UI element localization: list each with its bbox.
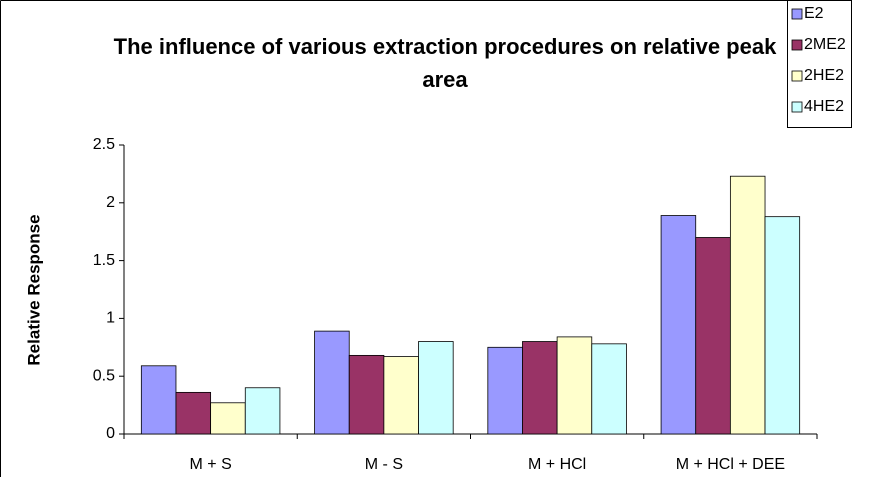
bar [695,237,731,435]
x-tick-label: M + HCl [528,456,586,473]
x-tick-label: M - S [365,456,403,473]
y-tick-label: 0.5 [93,367,115,384]
bar [487,346,523,435]
bar [522,341,558,435]
y-tick-label: 0 [106,425,115,442]
legend-swatch [791,70,803,82]
bar [591,343,627,435]
bar [729,175,766,435]
bar [175,391,212,435]
y-tick-label: 2 [106,194,115,211]
bar [140,365,177,435]
bar [556,336,593,435]
y-tick-label: 1.5 [93,252,115,269]
bar [418,341,454,435]
legend-label: 2HE2 [804,67,844,84]
legend-label: 4HE2 [804,98,844,115]
legend-swatch [791,101,803,113]
bar [348,354,385,435]
x-tick-label: M + HCl + DEE [676,456,785,473]
bar [244,387,281,435]
bar [383,356,419,435]
bar [210,402,246,435]
bar [660,215,697,435]
y-axis-label: Relative Response [24,214,43,365]
legend-swatch [791,8,803,20]
legend-label: 2ME2 [804,36,846,53]
legend-label: E2 [804,5,824,22]
x-tick-label: M + S [190,456,232,473]
y-tick-label: 1 [106,310,115,327]
y-tick-label: 2.5 [93,136,115,153]
chart-title: The influence of various extraction proc… [113,34,777,92]
legend-swatch [791,39,803,51]
bar [314,330,350,435]
bar [764,216,801,435]
